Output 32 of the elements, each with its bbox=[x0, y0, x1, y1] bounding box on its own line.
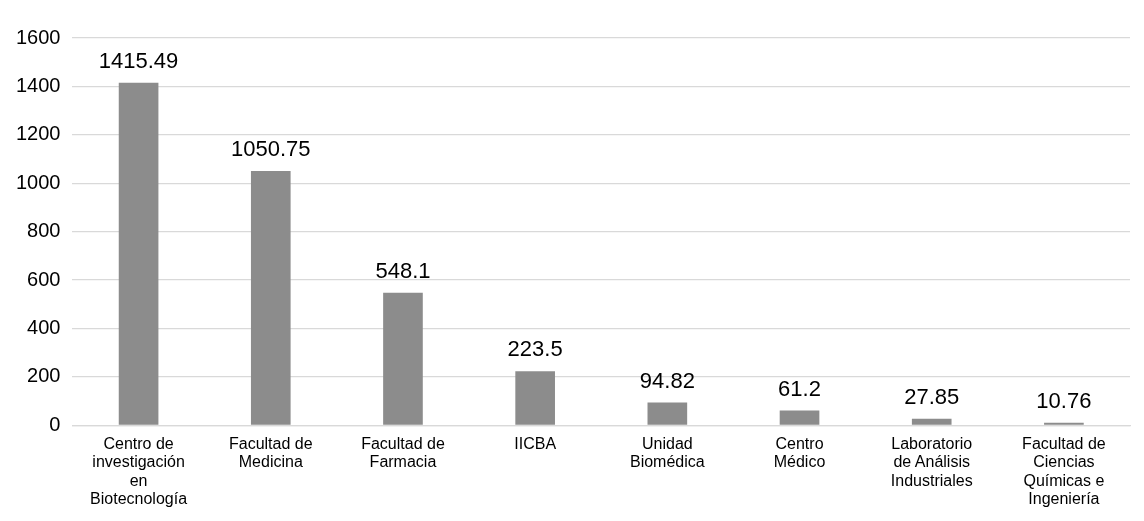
y-tick-label: 400 bbox=[27, 316, 61, 339]
x-tick-label: Laboratorio de Análisis Industriales bbox=[890, 435, 973, 489]
bar bbox=[515, 371, 555, 425]
y-tick-label: 600 bbox=[27, 267, 61, 290]
y-tick-label: 0 bbox=[49, 412, 61, 435]
bar bbox=[647, 402, 688, 425]
y-tick-label: 1000 bbox=[15, 170, 61, 193]
x-tick-label: Facultad de Medicina bbox=[228, 435, 313, 471]
y-tick-label: 200 bbox=[27, 364, 61, 387]
data-label: 94.82 bbox=[639, 367, 695, 393]
data-label: 548.1 bbox=[375, 257, 431, 283]
data-label: 61.2 bbox=[778, 375, 821, 401]
y-tick-label: 1200 bbox=[15, 122, 61, 145]
bar bbox=[779, 410, 820, 425]
data-label: 10.76 bbox=[1036, 387, 1092, 413]
bar bbox=[250, 170, 291, 425]
y-tick-label: 1400 bbox=[15, 73, 61, 96]
x-tick-label: Facultad de Ciencias Químicas e Ingeniería bbox=[1022, 435, 1106, 508]
bar bbox=[118, 82, 159, 425]
data-label: 1050.75 bbox=[231, 136, 311, 162]
x-tick-label: Unidad Biomédica bbox=[629, 435, 705, 471]
data-label: 1415.49 bbox=[98, 47, 179, 73]
x-tick-label: Centro de investigación en Biotecnología bbox=[90, 435, 188, 508]
data-label: 223.5 bbox=[507, 336, 563, 362]
y-tick-label: 1600 bbox=[15, 25, 61, 48]
bar bbox=[383, 292, 423, 425]
bar bbox=[911, 418, 952, 425]
data-label: 27.85 bbox=[904, 383, 960, 409]
x-tick-label: Centro Médico bbox=[773, 435, 826, 471]
x-tick-label: IICBA bbox=[514, 435, 557, 453]
x-tick-label: Facultad de Farmacia bbox=[361, 435, 445, 471]
y-tick-label: 800 bbox=[27, 219, 61, 242]
